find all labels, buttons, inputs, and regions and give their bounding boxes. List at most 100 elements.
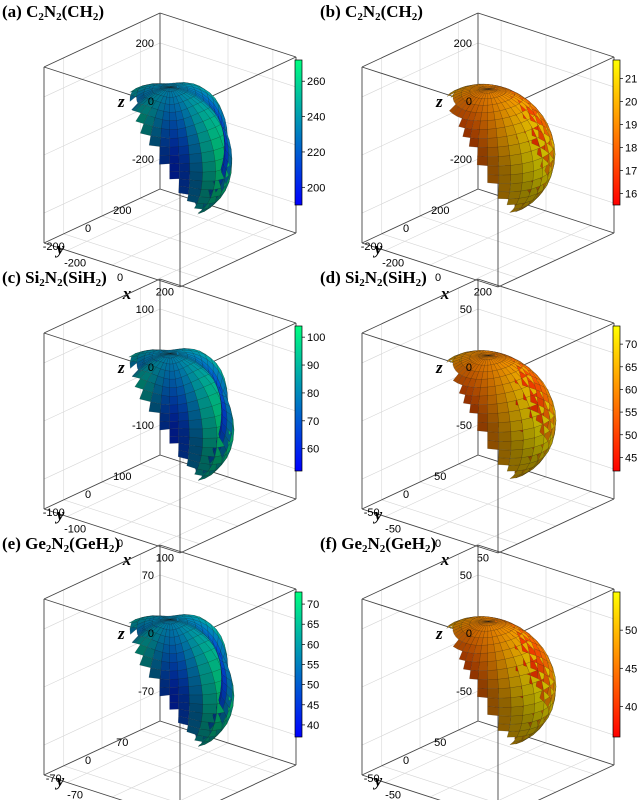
x-tick-label: -100 [64, 523, 86, 535]
panel-d: (d) Si2N2(SiH2) 50 0 -50 z 50 0 -50 y -50 0 50 x 70 6… [318, 266, 637, 569]
surface-patch [169, 420, 179, 430]
x-axis: -70070x [67, 789, 83, 800]
surface-patch [470, 128, 480, 139]
surface-patch [497, 723, 511, 732]
colorbar-tick-label: 240 [307, 112, 325, 124]
z-axis-label: z [435, 624, 443, 643]
colorbar: 100 90 80 70 60 [294, 325, 325, 472]
surface-patch [479, 120, 488, 130]
surface-patch [162, 111, 170, 121]
surface-patch [178, 420, 190, 430]
z-tick-label: 0 [466, 96, 472, 108]
colorbar-tick-label: 65 [625, 362, 637, 374]
z-tick-label: 0 [148, 362, 154, 374]
z-axis: 70 0 -70 z [117, 570, 154, 698]
box-edge [361, 278, 479, 334]
surface-patch [498, 697, 512, 708]
x-tick-label: 0 [435, 538, 441, 550]
surface-patch [487, 165, 500, 176]
y-axis-label: y [55, 505, 65, 524]
surface-patch [169, 404, 179, 414]
grid-line [381, 233, 518, 279]
surface-patch [169, 163, 180, 172]
panel-e: (e) Ge2N2(GeH2) 700-70z700-70y-70070x706… [0, 532, 319, 800]
y-axis: 50 0 -50y [364, 471, 447, 524]
surface-patch [508, 675, 522, 688]
surface-patch [161, 119, 170, 130]
surface-patch [487, 431, 500, 442]
surface-patch [487, 174, 500, 184]
grid [43, 552, 297, 800]
surface-patch [468, 137, 479, 148]
surface-patch [188, 419, 203, 430]
surface-patch [169, 387, 178, 397]
surface-patch [160, 403, 170, 414]
surface-patch [498, 449, 512, 459]
surface-patch [510, 173, 523, 184]
surface-patch [178, 145, 190, 156]
z-tick-label: -100 [132, 420, 154, 432]
colorbar-tick-label: 190 [625, 119, 637, 131]
box-edge [159, 188, 297, 234]
surface [446, 616, 557, 745]
colorbar-tick-label: 170 [625, 165, 637, 177]
box-edge [159, 278, 297, 324]
surface-patch [497, 145, 510, 157]
surface-patch [188, 685, 203, 696]
box-edge [361, 720, 479, 776]
colorbar-bar [294, 325, 303, 472]
surface-patch [169, 146, 180, 156]
surface-patch [496, 136, 509, 148]
surface-patch [169, 428, 179, 437]
surface-patch [178, 428, 190, 438]
surface-patch [201, 180, 216, 190]
surface-patch [487, 394, 498, 405]
surface-patch [478, 129, 488, 139]
y-tick-label: 200 [113, 205, 131, 217]
grid-line [361, 42, 479, 98]
surface-patch [178, 686, 190, 696]
z-tick-label: 100 [136, 304, 154, 316]
z-axis-label: z [435, 92, 443, 111]
x-tick-label: -50 [385, 523, 401, 535]
surface-patch [202, 160, 216, 173]
grid-line [477, 574, 615, 620]
box-edge [361, 188, 479, 244]
y-tick-label: 50 [434, 737, 446, 749]
y-tick-label: -200 [43, 241, 65, 253]
surface-patch [498, 174, 511, 184]
z-axis-label: z [117, 92, 125, 111]
grid-line [361, 308, 479, 364]
colorbar-tick-label: 210 [625, 73, 637, 85]
box-edge [179, 232, 297, 288]
y-tick-label: 0 [403, 223, 409, 235]
y-tick-label: 50 [434, 471, 446, 483]
z-axis-label: z [117, 358, 125, 377]
surface-patch [169, 694, 179, 703]
box-edge [361, 242, 499, 288]
surface-patch [508, 409, 522, 422]
colorbar-tick-label: 50 [307, 680, 319, 692]
box-edge [43, 508, 181, 554]
x-tick-label: -70 [67, 789, 83, 800]
surface-patch [480, 644, 488, 654]
surface-patch [189, 171, 203, 182]
y-tick-label: 200 [431, 205, 449, 217]
surface-patch [487, 422, 499, 433]
surface-patch [169, 378, 177, 388]
box-edge [159, 720, 297, 766]
surface-patch [178, 411, 189, 422]
colorbar-tick-label: 50 [625, 625, 637, 637]
y-tick-label: -50 [364, 507, 380, 519]
surface [128, 614, 235, 747]
surface-patch [159, 687, 170, 697]
box-edge [497, 498, 615, 554]
z-tick-label: 0 [466, 362, 472, 374]
colorbar: 70 65 60 55 50 45 [612, 325, 637, 472]
surface-patch [510, 429, 524, 442]
surface-patch [498, 421, 512, 433]
surface-patch [487, 128, 498, 139]
colorbar-tick-label: 45 [307, 700, 319, 712]
colorbar-tick-label: 70 [307, 599, 319, 611]
